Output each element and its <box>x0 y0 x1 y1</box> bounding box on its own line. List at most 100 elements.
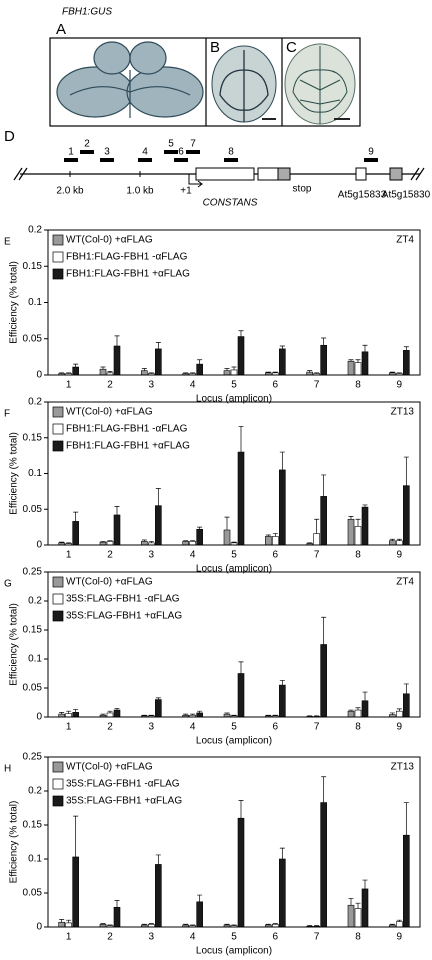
error-bar <box>362 879 368 889</box>
amplicon-label: 6 <box>178 147 184 158</box>
y-axis-label: Efficiency (% total) <box>9 261 20 344</box>
amplicon <box>224 158 238 162</box>
bar <box>320 344 327 376</box>
amplicon <box>64 158 78 162</box>
break-mark <box>13 167 425 181</box>
bar <box>237 673 245 718</box>
error-bar <box>362 504 368 508</box>
error-bar <box>231 714 237 716</box>
error-bar <box>272 533 278 537</box>
error-bar <box>100 541 106 543</box>
y-tick-label: 0.1 <box>28 654 42 665</box>
legend-label: FBH1:FLAG-FBH1 +αFLAG <box>66 441 190 452</box>
error-bar <box>59 541 65 543</box>
amplicon <box>138 158 152 162</box>
amplicon-label: 8 <box>228 147 234 158</box>
x-tick-label: 5 <box>231 380 237 391</box>
error-bar <box>307 542 313 544</box>
error-bar <box>272 371 278 373</box>
x-axis-label: Locus (amplicon) <box>196 946 272 957</box>
gene-diagram: D <box>4 128 425 188</box>
y-tick-label: 0.1 <box>28 468 42 479</box>
error-bar <box>100 923 106 925</box>
legend-swatch <box>52 576 64 588</box>
panel-letter: H <box>4 764 11 775</box>
bar <box>396 710 403 718</box>
diagram-label: 1.0 kb <box>126 186 154 197</box>
x-tick-label: 7 <box>314 380 320 391</box>
error-bar <box>348 709 354 712</box>
bar <box>196 712 203 718</box>
bar <box>403 693 410 718</box>
bar <box>347 518 355 546</box>
error-bar <box>114 900 120 908</box>
bar <box>189 541 196 546</box>
x-tick-label: 3 <box>149 550 155 561</box>
error-bar <box>321 616 327 645</box>
error-bar <box>348 359 354 362</box>
amplicon <box>164 150 178 154</box>
legend-swatch <box>52 423 64 435</box>
error-bar <box>73 511 79 522</box>
legend-swatch <box>52 610 64 622</box>
bar <box>72 366 79 376</box>
y-tick-label: 0.1 <box>28 854 42 865</box>
x-tick-label: 2 <box>107 380 113 391</box>
x-tick-label: 1 <box>66 722 72 733</box>
error-bar <box>348 898 354 906</box>
bar <box>320 496 327 546</box>
error-bar <box>272 923 278 925</box>
y-tick-label: 0.05 <box>23 333 43 344</box>
x-tick-label: 8 <box>355 722 361 733</box>
y-axis-label: Efficiency (% total) <box>9 801 20 884</box>
error-bar <box>238 800 244 819</box>
x-tick-label: 6 <box>273 550 279 561</box>
legend-label: WT(Col-0) +αFLAG <box>66 407 153 418</box>
error-bar <box>396 372 402 374</box>
bar <box>106 712 114 718</box>
error-bar <box>141 539 147 542</box>
error-bar <box>107 540 113 542</box>
diagram-label: At5g15833 <box>338 190 387 201</box>
panel-letter: G <box>4 579 12 590</box>
bar <box>113 514 121 546</box>
legend-swatch <box>52 795 64 807</box>
panel-letter: A <box>56 21 66 38</box>
bar <box>155 505 162 546</box>
amplicon <box>364 158 378 162</box>
diagram-label: At5g15830 <box>382 190 431 201</box>
error-bar <box>362 344 368 352</box>
x-tick-label: 5 <box>231 722 237 733</box>
x-tick-label: 7 <box>314 550 320 561</box>
error-bar <box>155 697 161 700</box>
bar <box>347 360 355 376</box>
plot-frame <box>47 571 421 718</box>
error-bar <box>141 923 147 925</box>
bar <box>113 906 121 928</box>
amplicon <box>80 150 94 154</box>
x-tick-label: 3 <box>149 380 155 391</box>
error-bar <box>190 372 196 374</box>
error-bar <box>114 335 120 346</box>
bar <box>155 864 162 928</box>
error-bar <box>141 368 147 371</box>
legend-swatch <box>52 440 64 452</box>
error-bar <box>183 713 189 716</box>
amplicon-label: 1 <box>68 147 74 158</box>
legend-label: 35S:FLAG-FBH1 +αFLAG <box>66 796 182 807</box>
error-bar <box>307 715 313 717</box>
error-bar <box>389 712 395 715</box>
error-bar <box>396 919 402 922</box>
error-bar <box>155 342 161 349</box>
bar <box>354 362 362 376</box>
error-bar <box>73 363 79 368</box>
error-bar <box>73 709 79 713</box>
diagram-label: CONSTANS <box>203 198 258 209</box>
error-bar <box>314 715 320 717</box>
exon <box>257 167 279 181</box>
legend-swatch <box>52 406 64 418</box>
error-bar <box>224 516 230 530</box>
error-bar <box>66 710 72 714</box>
error-bar <box>197 526 203 530</box>
legend-label: 35S:FLAG-FBH1 -αFLAG <box>66 779 180 790</box>
